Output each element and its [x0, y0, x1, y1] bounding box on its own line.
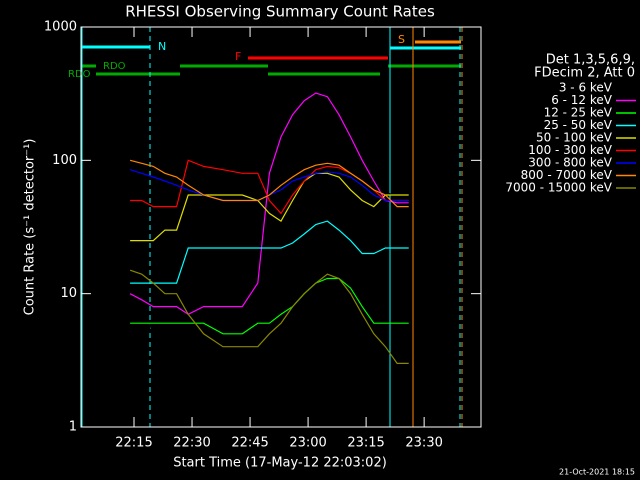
legend-header: FDecim 2, Att 0	[534, 66, 635, 81]
flags	[81, 27, 463, 427]
legend-header: Det 1,3,5,6,9,	[546, 53, 635, 68]
y-tick-label: 100	[52, 153, 77, 168]
x-tick-label: 23:30	[405, 436, 442, 451]
chart-title: RHESSI Observing Summary Count Rates	[125, 3, 435, 21]
legend-label: 800 - 7000 keV	[521, 168, 613, 182]
series-line	[129, 169, 409, 202]
series-line	[129, 159, 409, 208]
y-tick-label: 1	[69, 420, 77, 435]
legend-label: 6 - 12 keV	[551, 93, 613, 107]
x-tick-label: 22:15	[115, 436, 152, 451]
annotation: N	[158, 40, 166, 53]
annotation: F	[235, 50, 241, 63]
y-tick-label: 10	[60, 286, 77, 301]
x-tick-label: 23:15	[347, 436, 384, 451]
series-line	[130, 277, 409, 335]
annotation: S	[398, 33, 405, 46]
series-line	[129, 92, 409, 315]
y-axis-label: Count Rate (s⁻¹ detector⁻¹)	[23, 139, 38, 316]
x-axis-label: Start Time (17-May-12 22:03:02)	[173, 456, 387, 471]
plot-frame	[80, 26, 482, 428]
footer: 21-Oct-2021 18:15	[559, 468, 635, 477]
series-line	[129, 269, 409, 364]
series-line	[130, 96, 409, 375]
legend-label: 50 - 100 keV	[536, 131, 613, 145]
y-tick-label: 1000	[44, 20, 77, 35]
legend-label: 3 - 6 keV	[559, 81, 613, 95]
series-line	[130, 172, 409, 242]
annotation: RDO	[103, 61, 126, 72]
x-tick-label: 23:00	[289, 436, 326, 451]
legend-label: 100 - 300 keV	[528, 143, 612, 157]
series-line	[130, 220, 409, 284]
legend-label: 25 - 50 keV	[544, 118, 613, 132]
annotation: RDO	[68, 69, 91, 80]
legend-label: 300 - 800 keV	[528, 156, 612, 170]
x-tick-label: 22:45	[231, 436, 268, 451]
legend-label: 7000 - 15000 keV	[505, 181, 612, 195]
legend-label: 12 - 25 keV	[544, 106, 613, 120]
x-tick-label: 22:30	[173, 436, 210, 451]
